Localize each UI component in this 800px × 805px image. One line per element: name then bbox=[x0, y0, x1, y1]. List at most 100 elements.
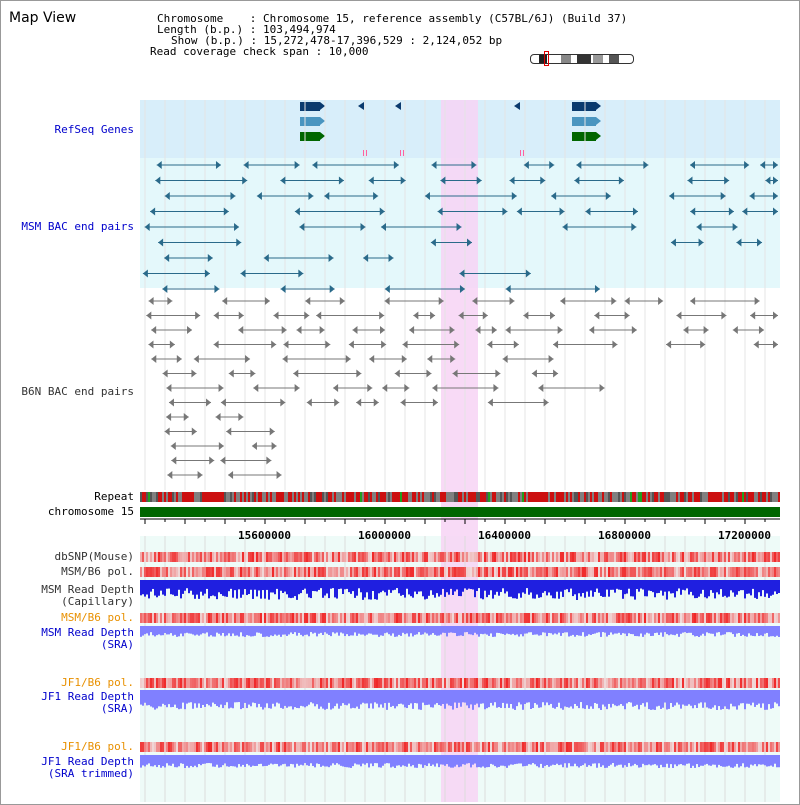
msm-b6-pol-heat bbox=[298, 567, 300, 577]
jf1-depth-sra-bar bbox=[286, 690, 288, 708]
msm-b6-pol2-heat bbox=[486, 613, 488, 623]
b6n-bac-pair-end bbox=[402, 340, 408, 349]
msm-b6-pol-label[interactable]: MSM/B6 pol. bbox=[61, 565, 134, 578]
jf1-b6-pol-heat bbox=[356, 678, 358, 688]
dbsnp-heat bbox=[260, 552, 262, 562]
msm-depth-sra-bar bbox=[386, 626, 388, 633]
jf1-depth-trimmed-bar bbox=[224, 755, 226, 764]
msm-b6-pol-heat bbox=[398, 567, 400, 577]
msm-b6-pol-label-2[interactable]: MSM/B6 pol. bbox=[61, 611, 134, 624]
msm-b6-pol-heat bbox=[620, 567, 622, 577]
jf1-depth-trimmed-bar bbox=[722, 755, 724, 767]
msm-depth-sra-bar bbox=[246, 626, 248, 636]
jf1-b6-pol2-heat bbox=[770, 742, 772, 752]
msm-depth-sra-bar bbox=[148, 626, 150, 636]
jf1-b6-pol2-heat bbox=[338, 742, 340, 752]
refseq-snp-marker bbox=[363, 150, 364, 156]
jf1-b6-pol-heat bbox=[656, 678, 658, 688]
msm-b6-pol2-heat bbox=[740, 613, 742, 623]
refseq-gene-4[interactable] bbox=[572, 102, 601, 111]
b6n-bac-pair-end bbox=[732, 326, 738, 334]
refseq-track-label[interactable]: RefSeq Genes bbox=[54, 123, 134, 136]
refseq-gene-6[interactable] bbox=[572, 132, 601, 141]
msm-bac-pair-end bbox=[424, 192, 430, 200]
jf1-depth-sra-bar bbox=[530, 690, 532, 709]
msm-depth-capillary-bar bbox=[656, 580, 658, 594]
msm-depth-sra-label-1[interactable]: MSM Read Depth bbox=[41, 626, 134, 639]
jf1-b6-pol2-heat bbox=[196, 742, 198, 752]
msm-depth-capillary-bar bbox=[486, 580, 488, 598]
jf1-b6-pol-heat bbox=[448, 678, 450, 688]
jf1-b6-pol-label-2[interactable]: JF1/B6 pol. bbox=[61, 740, 134, 753]
msm-b6-pol-heat bbox=[772, 567, 774, 577]
msm-b6-pol-heat bbox=[204, 567, 206, 577]
msm-depth-capillary-label-1[interactable]: MSM Read Depth bbox=[41, 583, 134, 596]
chromosome-ideogram[interactable] bbox=[530, 54, 634, 64]
jf1-b6-pol-heat bbox=[394, 678, 396, 688]
refseq-gene-3[interactable] bbox=[300, 132, 325, 141]
msm-depth-sra-bar bbox=[570, 626, 572, 636]
msm-depth-sra-bar bbox=[550, 626, 552, 634]
msm-b6-pol2-heat bbox=[368, 613, 370, 623]
msm-b6-pol-heat bbox=[634, 567, 636, 577]
dbsnp-heat bbox=[546, 552, 548, 562]
msm-b6-pol-heat bbox=[252, 567, 254, 577]
msm-b6-pol-heat bbox=[390, 567, 392, 577]
jf1-b6-pol2-heat bbox=[282, 742, 284, 752]
msm-b6-pol-heat bbox=[238, 567, 240, 577]
repeat-segment bbox=[396, 492, 398, 502]
b6n-bac-track-label[interactable]: B6N BAC end pairs bbox=[21, 385, 134, 398]
jf1-b6-pol2-heat bbox=[154, 742, 156, 752]
jf1-depth-trimmed-bar bbox=[596, 755, 598, 768]
msm-bac-track-label[interactable]: MSM BAC end pairs bbox=[21, 220, 134, 233]
refseq-gene-2[interactable] bbox=[300, 117, 325, 126]
msm-depth-sra-bar bbox=[400, 626, 402, 636]
refseq-gene-1[interactable] bbox=[300, 102, 325, 111]
dbsnp-heat bbox=[728, 552, 730, 562]
msm-depth-capillary-bar bbox=[332, 580, 334, 589]
jf1-depth-trimmed-bar bbox=[228, 755, 230, 767]
jf1-b6-pol-heat bbox=[554, 678, 556, 688]
msm-b6-pol-heat bbox=[692, 567, 694, 577]
dbsnp-heat bbox=[730, 552, 732, 562]
jf1-depth-trimmed-bar bbox=[666, 755, 668, 764]
refseq-gene-5[interactable] bbox=[572, 117, 601, 126]
msm-bac-pair-end bbox=[430, 238, 436, 247]
repeat-segment bbox=[644, 492, 646, 502]
msm-depth-capillary-bar bbox=[292, 580, 294, 598]
jf1-depth-sra-bar bbox=[160, 690, 162, 707]
jf1-depth-sra-bar bbox=[550, 690, 552, 704]
jf1-depth-sra-bar bbox=[512, 690, 514, 709]
jf1-depth-trimmed-bar bbox=[660, 755, 662, 765]
msm-depth-capillary-bar bbox=[596, 580, 598, 589]
jf1-b6-pol-label[interactable]: JF1/B6 pol. bbox=[61, 676, 134, 689]
msm-depth-sra-bar bbox=[374, 626, 376, 635]
msm-depth-capillary-bar bbox=[298, 580, 300, 595]
msm-bac-pair-end bbox=[329, 285, 335, 293]
jf1-depth-sra-bar bbox=[474, 690, 476, 705]
jf1-b6-pol-heat bbox=[722, 678, 724, 688]
jf1-b6-pol2-heat bbox=[512, 742, 514, 752]
jf1-depth-sra-bar bbox=[344, 690, 346, 705]
jf1-depth-trimmed-label-1[interactable]: JF1 Read Depth bbox=[41, 755, 134, 768]
jf1-b6-pol-heat bbox=[530, 678, 532, 688]
msm-depth-sra-bar bbox=[518, 626, 520, 637]
msm-b6-pol-heat bbox=[742, 567, 744, 577]
msm-b6-pol2-heat bbox=[256, 613, 258, 623]
msm-b6-pol2-heat bbox=[586, 613, 588, 623]
msm-depth-capillary-label-2: (Capillary) bbox=[61, 595, 134, 608]
msm-b6-pol-heat bbox=[706, 567, 708, 577]
msm-b6-pol-heat bbox=[470, 567, 472, 577]
jf1-b6-pol2-heat bbox=[220, 742, 222, 752]
jf1-depth-sra-label-1[interactable]: JF1 Read Depth bbox=[41, 690, 134, 703]
msm-bac-pair-end bbox=[728, 207, 734, 216]
jf1-b6-pol2-heat bbox=[608, 742, 610, 752]
msm-depth-capillary-bar bbox=[318, 580, 320, 590]
msm-depth-sra-bar bbox=[724, 626, 726, 635]
msm-depth-capillary-bar bbox=[736, 580, 738, 595]
msm-b6-pol-heat bbox=[378, 567, 380, 577]
dbsnp-track-label[interactable]: dbSNP(Mouse) bbox=[54, 550, 134, 563]
msm-depth-sra-bar bbox=[528, 626, 530, 633]
msm-depth-capillary-bar bbox=[756, 580, 758, 599]
msm-b6-pol-heat bbox=[160, 567, 162, 577]
